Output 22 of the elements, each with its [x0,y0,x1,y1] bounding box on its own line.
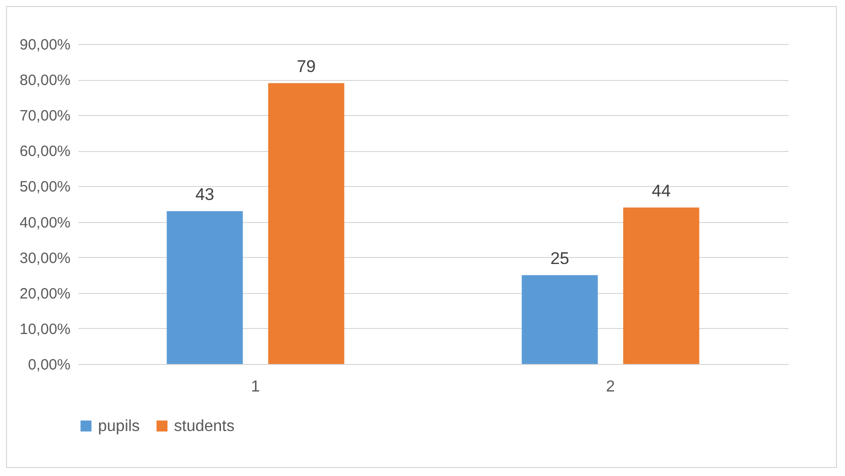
y-tick-label: 30,00% [20,250,70,267]
y-tick-label: 40,00% [20,214,70,232]
bar [268,83,344,364]
y-tick-label: 60,00% [20,143,70,160]
y-tick-label: 0,00% [28,356,70,374]
y-tick-label: 80,00% [20,72,70,90]
data-label: 43 [195,185,214,204]
bar [522,275,598,364]
bar [166,211,243,364]
y-tick-label: 90,00% [20,36,70,54]
data-label: 79 [296,57,316,76]
y-tick-label: 70,00% [20,108,70,125]
bar [623,208,700,364]
y-tick-label: 10,00% [20,320,70,338]
data-label: 44 [652,182,671,201]
x-tick-label: 2 [606,378,616,396]
x-tick-label: 1 [251,378,260,396]
y-tick-label: 50,00% [20,178,70,196]
y-tick-label: 20,00% [20,285,70,302]
legend-label: students [174,418,234,435]
legend-label: pupils [98,418,140,435]
data-label: 25 [550,249,570,268]
